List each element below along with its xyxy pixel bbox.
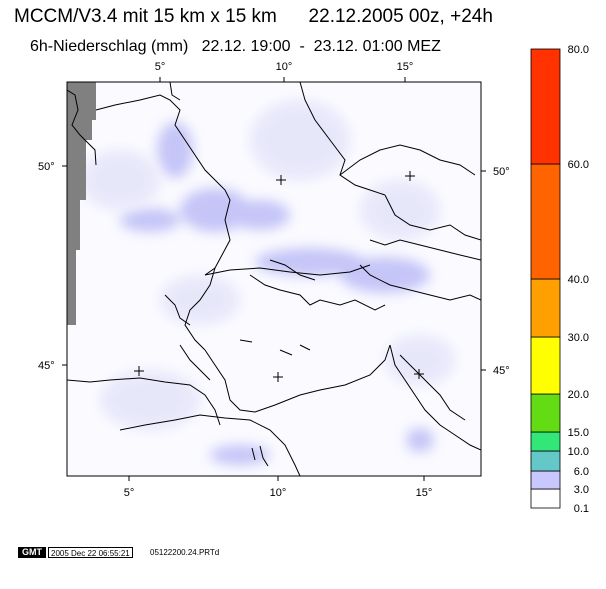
axis-ticks [62,77,486,481]
scale-swatch [530,470,561,490]
scale-label: 30.0 [568,332,589,344]
bottom-lon-label: 5° [124,487,135,499]
scale-label: 40.0 [568,274,589,286]
map-title: MCCM/V3.4 mit 15 km x 15 km 22.12.2005 0… [14,6,493,27]
scale-label: 6.0 [574,466,589,478]
no-data-strip [67,82,96,325]
scale-label: 10.0 [568,446,589,458]
left-lat-label: 45° [38,360,55,372]
gmt-timestamp: 2005 Dec 22 06:55:21 [48,547,133,558]
scale-label: 15.0 [568,427,589,439]
scale-swatch [530,488,561,509]
scale-label: 3.0 [574,484,589,496]
scale-swatch [530,48,561,165]
scale-label: 20.0 [568,389,589,401]
bottom-lon-label: 10° [270,487,287,499]
scale-label: 0.1 [574,503,589,515]
map-frame [66,81,482,477]
bottom-lon-label: 15° [416,487,433,499]
graticule-crosses [134,171,424,382]
scale-swatch [530,450,561,472]
map-subtitle: 6h-Niederschlag (mm) 22.12. 19:00 - 23.1… [30,38,441,55]
output-filename: 05122200.24.PRTd [150,548,220,557]
scale-swatch [530,431,561,452]
top-lon-label: 5° [155,61,166,73]
right-lat-label: 45° [493,365,510,377]
right-lat-label: 50° [493,166,510,178]
precipitation-field [67,82,481,476]
scale-label: 60.0 [568,159,589,171]
color-scale: 0.1 3.0 6.0 10.0 15.0 20.0 30.0 40.0 60.0 80.0 [530,44,589,515]
top-lon-label: 15° [397,61,414,73]
gmt-logo: GMT [18,547,46,558]
scale-swatch [530,336,561,395]
scale-swatch [530,163,561,280]
top-lon-label: 10° [276,61,293,73]
left-lat-label: 50° [38,161,55,173]
scale-label: 80.0 [568,44,589,56]
scale-swatch [530,393,561,433]
scale-swatch [530,278,561,338]
coastlines-borders [67,82,481,476]
